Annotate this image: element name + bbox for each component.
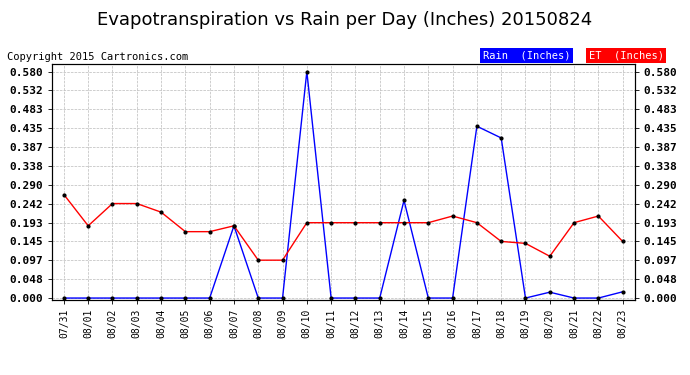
- Text: Copyright 2015 Cartronics.com: Copyright 2015 Cartronics.com: [7, 53, 188, 63]
- Text: ET  (Inches): ET (Inches): [589, 51, 664, 61]
- Text: Evapotranspiration vs Rain per Day (Inches) 20150824: Evapotranspiration vs Rain per Day (Inch…: [97, 11, 593, 29]
- Text: Rain  (Inches): Rain (Inches): [483, 51, 571, 61]
